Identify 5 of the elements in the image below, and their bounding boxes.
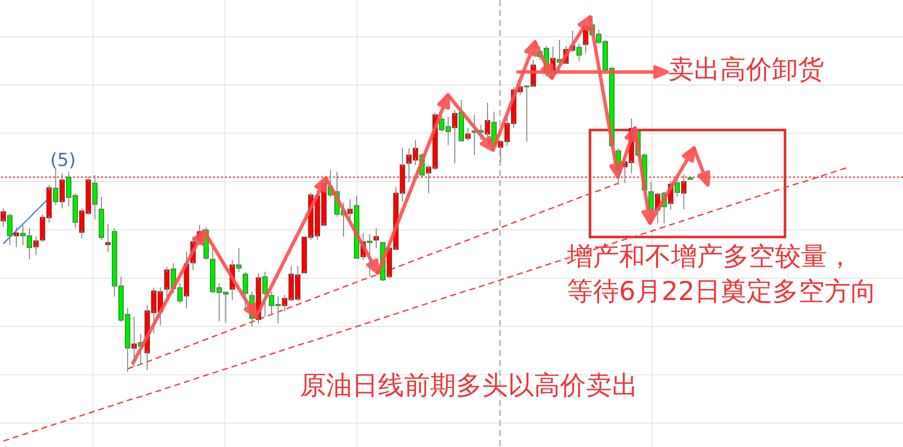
- annotation: 原油日线前期多头以高价卖出: [300, 371, 638, 401]
- annotation: 增产和不增产多空较量，: [566, 242, 853, 272]
- annotation: 卖出高价卸货: [668, 55, 824, 85]
- annotation: 等待6月22日奠定多空方向: [567, 277, 877, 307]
- annotation: (5): [50, 150, 76, 171]
